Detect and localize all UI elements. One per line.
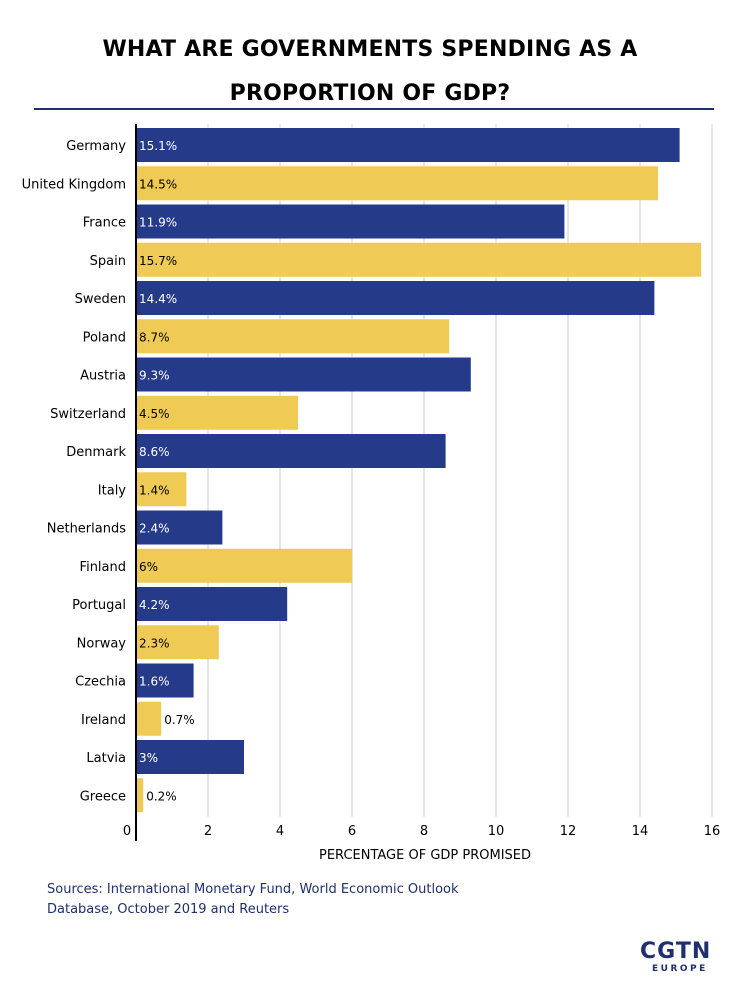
category-label: Italy [98, 483, 127, 498]
data-label: 3% [139, 751, 158, 765]
x-tick-label: 6 [348, 824, 356, 839]
category-label: Austria [80, 369, 126, 384]
data-label: 4.2% [139, 598, 170, 612]
data-label: 15.1% [139, 139, 177, 153]
category-label: Greece [80, 789, 126, 804]
bar-spain [136, 242, 702, 277]
data-label: 2.3% [139, 636, 170, 650]
sources-note: Sources: International Monetary Fund, Wo… [47, 880, 467, 920]
bar-denmark [136, 434, 446, 468]
x-tick-label: 4 [276, 824, 284, 839]
bar-germany [136, 128, 680, 162]
data-label: 8.6% [139, 445, 170, 459]
bar-portugal [136, 587, 288, 621]
bar-united-kingdom [136, 166, 658, 201]
x-tick-label: 2 [204, 824, 212, 839]
x-tick-label: 14 [632, 824, 649, 839]
data-label: 11.9% [139, 216, 177, 230]
data-label: 14.5% [139, 177, 177, 191]
data-label: 0.7% [164, 713, 195, 727]
x-tick-label: 16 [704, 824, 721, 839]
bar-france [136, 204, 565, 239]
bar-netherlands [136, 510, 223, 545]
chart-title: WHAT ARE GOVERNMENTS SPENDING AS A PROPO… [0, 28, 740, 116]
category-label: Norway [77, 636, 127, 651]
sources-line-1: Sources: International Monetary Fund, Wo… [47, 882, 459, 897]
data-label: 4.5% [139, 407, 170, 421]
title-divider [34, 108, 714, 110]
category-label: Latvia [86, 751, 126, 766]
category-label: Finland [80, 560, 126, 575]
data-label: 6% [139, 560, 158, 574]
category-label: Poland [83, 330, 126, 345]
bar-greece [136, 778, 144, 813]
cgtn-europe-logo: CGTN EUROPE [640, 939, 720, 975]
data-label: 0.2% [146, 789, 177, 803]
bar-switzerland [136, 395, 298, 430]
bar-finland [136, 548, 352, 583]
x-tick-label: 0 [123, 824, 131, 839]
data-label: 2.4% [139, 522, 170, 536]
category-label: Czechia [75, 675, 126, 690]
x-tick-label: 8 [420, 824, 428, 839]
data-label: 14.4% [139, 292, 177, 306]
logo-main-text: CGTN [640, 939, 712, 964]
bar-chart: Germany 15.1% United Kingdom 14.5% France 11.… [22, 124, 721, 863]
bar-norway [136, 625, 219, 660]
bar-ireland [136, 701, 162, 736]
category-label: France [83, 216, 126, 231]
category-label: Germany [66, 139, 126, 154]
x-axis-title: PERCENTAGE OF GDP PROMISED [319, 848, 531, 863]
bar-czechia [136, 663, 194, 698]
data-label: 8.7% [139, 330, 170, 344]
data-label: 15.7% [139, 254, 177, 268]
chart-title-line-2: PROPORTION OF GDP? [229, 81, 511, 106]
bar-sweden [136, 281, 655, 315]
data-label: 1.6% [139, 675, 170, 689]
bar-austria [136, 357, 471, 392]
x-tick-label: 12 [560, 824, 577, 839]
x-tick-label: 10 [488, 824, 505, 839]
category-label: United Kingdom [22, 177, 126, 192]
data-label: 1.4% [139, 483, 170, 497]
category-label: Portugal [72, 598, 126, 613]
data-label: 9.3% [139, 369, 170, 383]
category-label: Netherlands [47, 522, 126, 537]
bar-latvia [136, 740, 244, 774]
category-label: Denmark [66, 445, 126, 460]
category-label: Switzerland [50, 407, 126, 422]
sources-line-2: Database, October 2019 and Reuters [47, 902, 290, 917]
category-label: Sweden [75, 292, 126, 307]
category-label: Ireland [81, 713, 126, 728]
logo-sub-text: EUROPE [652, 964, 708, 974]
chart-title-line-1: WHAT ARE GOVERNMENTS SPENDING AS A [102, 37, 638, 62]
bar-poland [136, 319, 450, 354]
bar-italy [136, 472, 187, 507]
category-label: Spain [90, 254, 126, 269]
